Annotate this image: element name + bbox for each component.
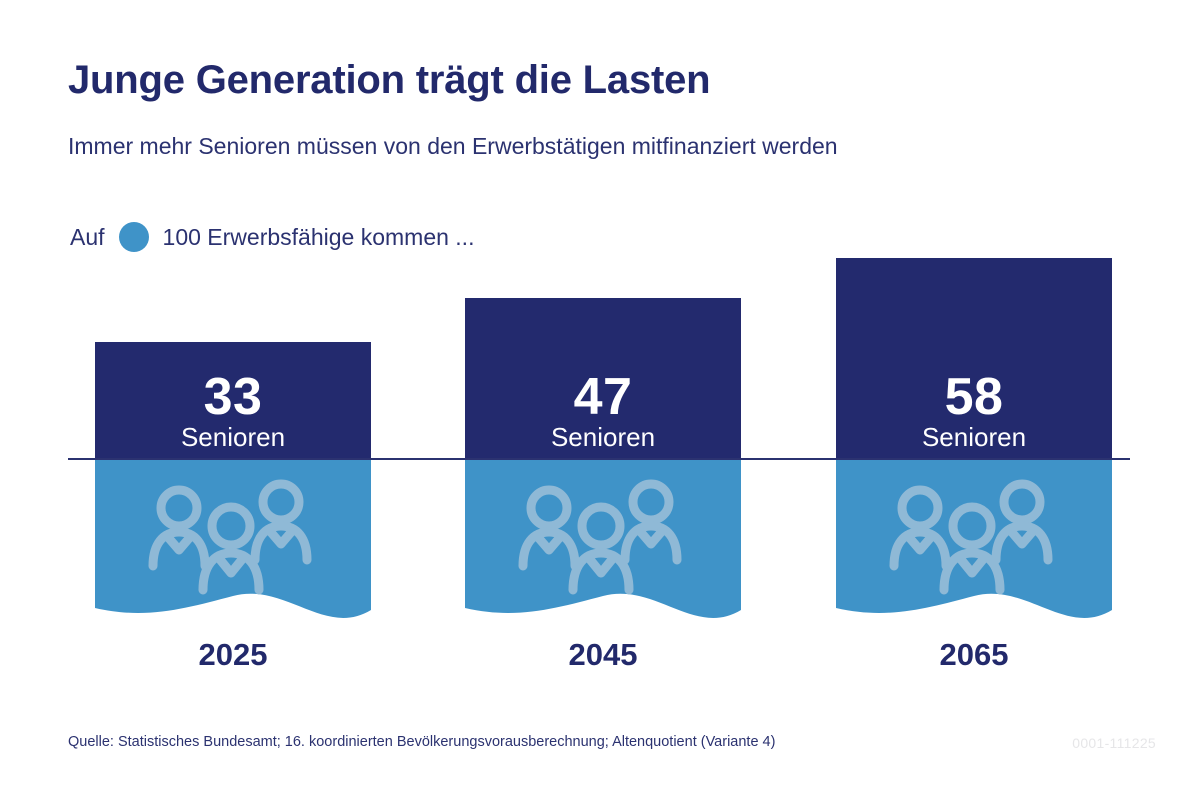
bar-bottom-2045: [465, 460, 741, 628]
bar-top-2025: 33 Senioren: [95, 342, 371, 460]
three-people-icon: [889, 479, 1053, 595]
bar-value-2025: 33: [203, 368, 263, 426]
legend-prefix-label: Auf: [70, 223, 105, 250]
bar-bottom-2025: [95, 460, 371, 628]
bar-unit-2045: Senioren: [550, 422, 656, 452]
year-label-2065: 2065: [939, 637, 1009, 672]
year-label-2045: 2045: [568, 637, 638, 672]
source-note: Quelle: Statistisches Bundesamt; 16. koo…: [68, 734, 776, 750]
bar-unit-2065: Senioren: [921, 422, 1027, 452]
chart-baseline: [68, 458, 1130, 460]
bar-value-2065: 58: [944, 368, 1004, 426]
page-title: Junge Generation trägt die Lasten: [68, 58, 711, 102]
bar-top-2065: 58 Senioren: [836, 258, 1112, 460]
legend: Auf 100 Erwerbsfähige kommen ...: [70, 219, 474, 255]
legend-suffix-label: 100 Erwerbsfähige kommen ...: [162, 223, 475, 250]
bar-unit-2025: Senioren: [180, 422, 286, 452]
graphic-id-code: 0001-111225: [1072, 735, 1156, 751]
three-people-icon: [518, 479, 682, 595]
three-people-icon: [148, 479, 312, 595]
blue-circle-icon: [118, 222, 149, 252]
year-label-2025: 2025: [198, 637, 268, 672]
bar-bottom-2065: [836, 460, 1112, 628]
page-subtitle: Immer mehr Senioren müssen von den Erwer…: [68, 133, 838, 159]
bar-value-2045: 47: [573, 368, 633, 426]
bar-top-2045: 47 Senioren: [465, 298, 741, 460]
